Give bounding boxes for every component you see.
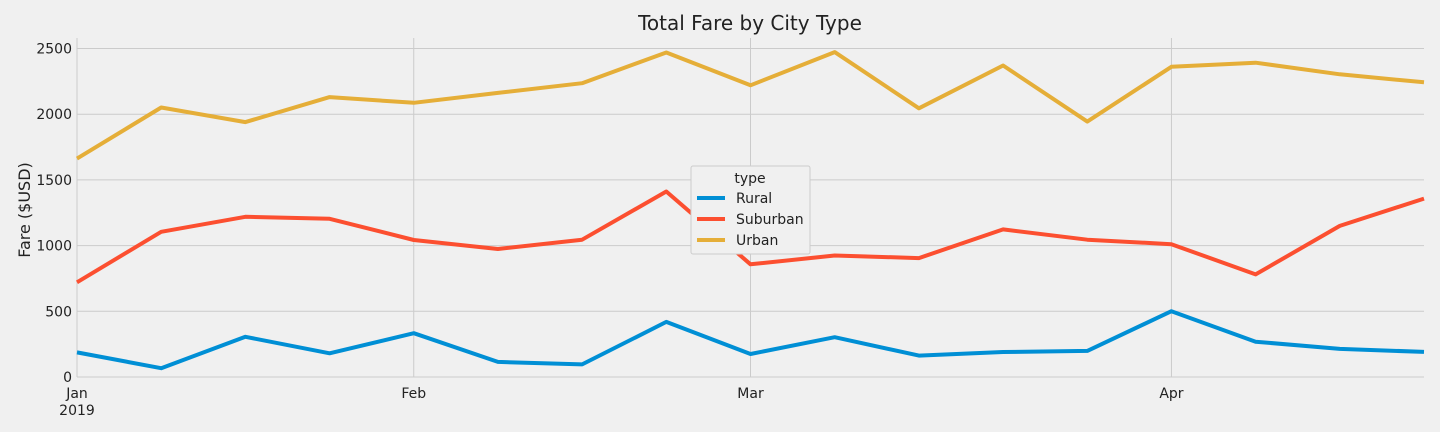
legend-items: Rural Suburban Urban [697,191,804,249]
x-tick-label: Mar [737,386,764,402]
x-tick-label: Feb [401,386,426,402]
chart-title: Total Fare by City Type [637,11,862,35]
y-tick-label: 2000 [36,107,72,123]
legend-box [690,165,811,255]
series-line-suburban [75,189,1425,285]
legend-label-urban: Urban [736,233,778,249]
x-tick-sublabel: 2019 [59,403,95,419]
x-tick-label: Jan [65,386,88,402]
series-line-rural [76,309,1425,371]
legend: type Rural Suburban Urban [690,165,811,255]
legend-label-suburban: Suburban [736,212,804,228]
series-line-urban [75,50,1425,161]
y-axis: 0 500 1000 1500 2000 2500 [36,42,72,386]
y-tick-label: 1000 [36,239,72,255]
y-tick-label: 1500 [36,173,72,189]
y-tick-label: 500 [45,304,72,320]
legend-label-rural: Rural [736,191,772,207]
series-lines [75,50,1425,371]
legend-title: type [734,171,765,187]
y-axis-label: Fare ($USD) [15,162,34,258]
y-tick-label: 0 [63,370,72,386]
x-tick-label: Apr [1159,386,1183,402]
y-tick-label: 2500 [36,42,72,58]
